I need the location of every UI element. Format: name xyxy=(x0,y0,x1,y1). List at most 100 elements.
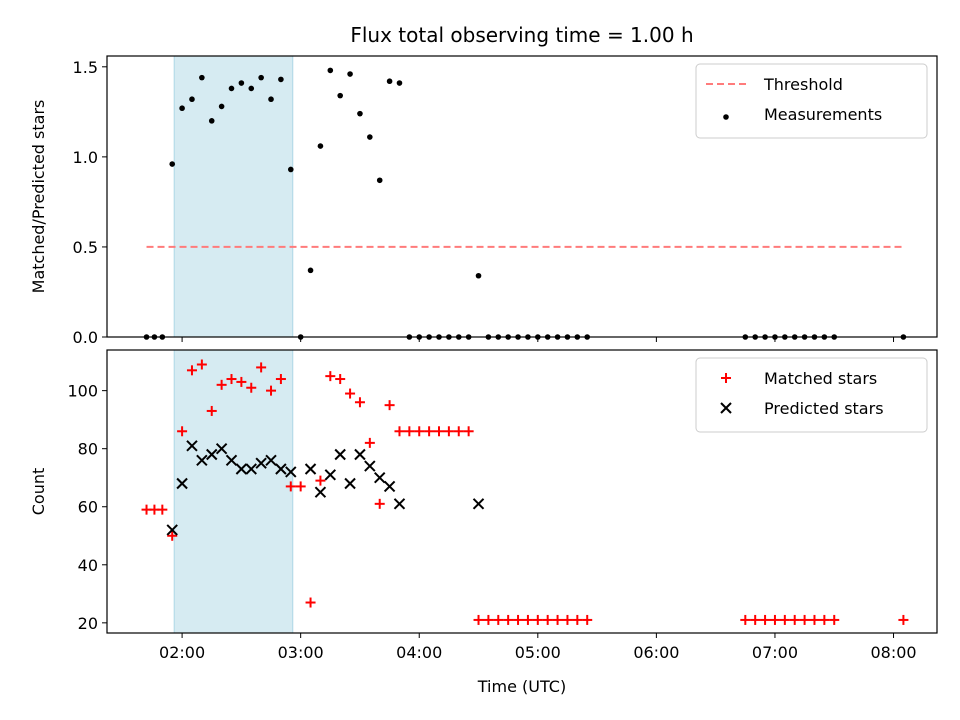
data-point xyxy=(374,498,385,509)
data-point xyxy=(238,80,245,86)
panel-1: 20 40 60 80 100 02:00 03:00 04:00 05:00 06:00 07:0… xyxy=(29,349,938,696)
x-stroke xyxy=(334,448,346,461)
data-point xyxy=(376,177,383,184)
data-point xyxy=(179,105,185,112)
legend-x-swatch xyxy=(720,402,732,414)
plot-area xyxy=(143,55,907,340)
data-point xyxy=(463,426,474,437)
x-stroke xyxy=(186,440,198,452)
data-point xyxy=(434,426,444,437)
data-point xyxy=(206,405,217,416)
data-point xyxy=(226,374,237,385)
data-point xyxy=(245,463,257,475)
data-point xyxy=(424,426,435,437)
x-stroke xyxy=(344,477,356,490)
data-point xyxy=(265,454,277,467)
data-point xyxy=(287,166,294,173)
x-stroke xyxy=(374,472,386,484)
shaded-observing-span xyxy=(173,55,294,338)
data-point xyxy=(404,426,415,437)
x-tick-label: 06:00 xyxy=(633,643,679,662)
data-point xyxy=(324,469,337,481)
data-point xyxy=(383,480,396,493)
data-point xyxy=(208,118,215,124)
data-point xyxy=(779,614,790,625)
data-point xyxy=(829,614,840,625)
x-stroke xyxy=(364,460,376,472)
data-point xyxy=(268,96,274,103)
axes-frame xyxy=(106,349,938,634)
data-point xyxy=(169,161,176,167)
data-point xyxy=(396,80,403,86)
data-point xyxy=(248,85,255,92)
x-tick-label: 07:00 xyxy=(752,643,798,662)
data-point xyxy=(443,426,454,437)
x-tick-label: 05:00 xyxy=(515,643,561,662)
data-point xyxy=(345,388,356,399)
data-point xyxy=(215,442,228,455)
data-point xyxy=(493,614,504,625)
data-point xyxy=(236,376,247,387)
data-point xyxy=(334,448,346,461)
data-point xyxy=(167,530,178,541)
legend-box xyxy=(695,63,928,139)
x-stroke xyxy=(393,498,406,510)
data-point xyxy=(344,477,356,490)
x-stroke xyxy=(472,498,485,510)
data-point xyxy=(325,371,336,382)
data-point xyxy=(809,614,820,625)
x-stroke xyxy=(265,454,277,467)
x-tick-label: 08:00 xyxy=(870,643,916,662)
x-stroke xyxy=(176,477,188,490)
axes-frame xyxy=(106,55,938,338)
y-tick-label: 80 xyxy=(78,440,98,459)
data-point xyxy=(552,614,563,625)
data-point xyxy=(394,426,405,437)
y-tick-label: 0.5 xyxy=(73,238,98,257)
shaded-observing-span xyxy=(173,349,294,634)
data-point xyxy=(740,614,751,625)
data-point xyxy=(255,457,267,469)
x-tick-label: 03:00 xyxy=(278,643,324,662)
data-point xyxy=(157,504,168,515)
data-point xyxy=(414,426,425,437)
x-stroke xyxy=(166,524,178,536)
legend-label: Threshold xyxy=(763,75,843,94)
data-point xyxy=(256,362,267,373)
y-axis-label: Count xyxy=(29,468,48,516)
data-point xyxy=(295,481,306,492)
data-point xyxy=(513,614,524,625)
data-point xyxy=(315,475,326,486)
data-point xyxy=(176,477,188,490)
x-tick-label: 04:00 xyxy=(396,643,442,662)
data-point xyxy=(357,110,363,117)
y-tick-label: 1.0 xyxy=(73,148,98,167)
x-stroke xyxy=(304,463,317,475)
x-stroke xyxy=(225,454,238,467)
data-point xyxy=(186,440,198,452)
data-point xyxy=(789,614,800,625)
legend-box xyxy=(695,357,928,433)
data-point xyxy=(374,472,386,484)
legend-dot-swatch xyxy=(723,114,729,120)
data-point xyxy=(354,397,365,408)
data-point xyxy=(285,481,296,492)
data-point xyxy=(386,78,393,85)
data-point xyxy=(522,614,533,625)
data-point xyxy=(225,454,238,467)
series-measurements xyxy=(143,67,907,340)
data-point xyxy=(246,382,257,393)
data-point xyxy=(317,143,324,149)
x-stroke xyxy=(206,448,218,461)
x-axis-label: Time (UTC) xyxy=(477,677,566,696)
x-stroke xyxy=(275,463,287,475)
data-point xyxy=(258,74,264,81)
data-point xyxy=(275,374,286,385)
data-point xyxy=(542,614,553,625)
x-stroke xyxy=(235,463,248,475)
x-stroke xyxy=(285,466,297,478)
data-point xyxy=(760,614,771,625)
data-point xyxy=(898,614,909,625)
y-tick-label: 0.0 xyxy=(73,328,98,347)
legend-label: Matched stars xyxy=(764,369,877,388)
